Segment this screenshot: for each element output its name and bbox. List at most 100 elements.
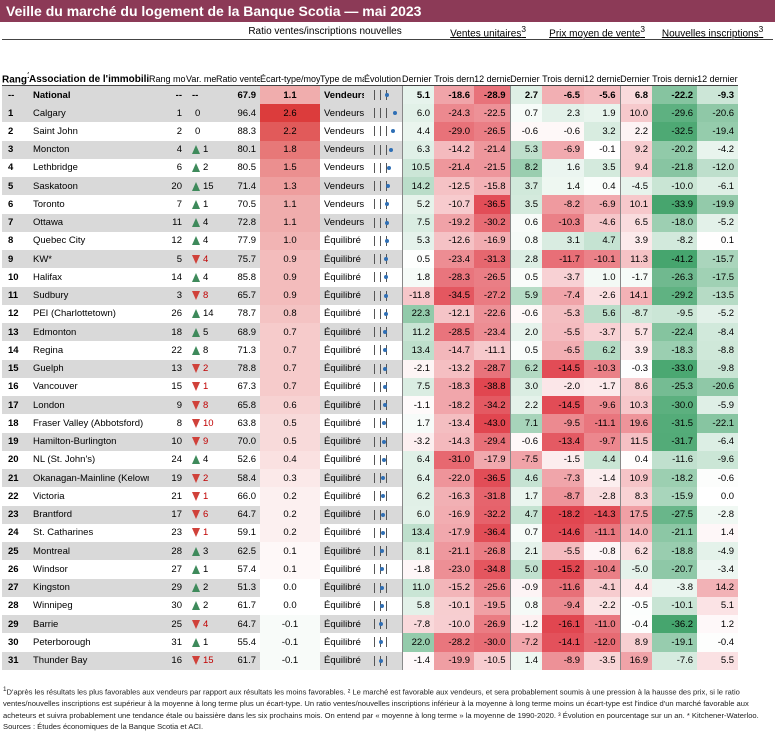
evolution-24m-cell xyxy=(364,268,402,286)
evolution-sparkline xyxy=(368,345,398,356)
monthly-change-cell: 10 xyxy=(186,414,216,432)
price-last-cell: 0.6 xyxy=(509,213,543,232)
arrow-up-icon xyxy=(192,601,200,611)
monthly-change-cell: 1 xyxy=(186,633,216,651)
listings-3m-cell: -29.2 xyxy=(652,286,698,305)
evolution-24m-cell xyxy=(364,213,402,232)
listings-last-cell: 3.9 xyxy=(619,341,653,360)
listings-12m-cell: -9.6 xyxy=(697,450,739,470)
std-dev-cell: 0.5 xyxy=(260,414,320,433)
listings-3m-cell: -7.6 xyxy=(652,651,698,670)
std-dev-cell: 1.8 xyxy=(260,140,320,159)
sales-3m-cell: -29.0 xyxy=(434,122,475,141)
col-sales-3m: Trois derniers mois xyxy=(434,39,475,87)
listings-last-cell: 11.5 xyxy=(619,432,653,451)
sales-12m-cell: -34.8 xyxy=(474,560,511,579)
association-name: St. Catharines xyxy=(33,527,94,539)
listings-12m-cell: 0.0 xyxy=(697,487,739,506)
listings-3m-cell: -10.0 xyxy=(652,177,698,196)
prev-rank-cell: 6 xyxy=(176,162,182,174)
price-12m-cell: -9.7 xyxy=(584,432,621,451)
sales-last-cell: 8.1 xyxy=(401,542,435,561)
price-12m-cell: -1.7 xyxy=(584,377,621,397)
price-12m-cell: 0.4 xyxy=(584,177,621,196)
listings-12m-cell: -6.4 xyxy=(697,432,739,451)
rank-cell: 3 xyxy=(2,140,29,159)
evolution-24m-cell xyxy=(364,104,402,123)
price-3m-cell: -6.5 xyxy=(542,85,585,105)
association-name: Kingston xyxy=(29,578,149,597)
sales-3m-cell: -14.7 xyxy=(434,341,475,360)
evolution-24m-cell xyxy=(364,323,402,342)
price-12m-cell: -4.1 xyxy=(584,578,621,597)
sales-12m-cell: -43.0 xyxy=(474,414,511,433)
listings-last-cell: 8.3 xyxy=(619,487,653,506)
price-3m-cell: -6.5 xyxy=(542,341,585,360)
price-12m-cell: -11.1 xyxy=(584,523,621,543)
ratio-cell: 88.3 xyxy=(237,125,257,137)
monthly-change-value: 2 xyxy=(203,162,209,174)
sales-12m-cell: -34.2 xyxy=(474,396,511,415)
table-row: 31 Thunder Bay 16 15 61.7 -0.1 Équilibré -1.4 -1… xyxy=(2,651,773,670)
listings-last-cell: 10.9 xyxy=(619,469,653,488)
sales-last-cell: 22.0 xyxy=(401,633,435,652)
price-last-cell: 6.2 xyxy=(509,359,543,378)
evolution-24m-cell xyxy=(364,140,402,159)
monthly-change-value: 4 xyxy=(203,271,209,283)
listings-12m-cell: -8.4 xyxy=(697,323,739,342)
monthly-change-cell: 1 xyxy=(186,140,216,159)
rank-cell: 12 xyxy=(8,308,19,320)
listings-3m-cell: -31.5 xyxy=(652,414,698,433)
listings-3m-cell: -11.6 xyxy=(652,450,698,470)
listings-last-cell: 10.3 xyxy=(619,396,653,415)
std-dev-cell: 1.1 xyxy=(260,213,320,232)
sales-last-cell: 5.8 xyxy=(401,596,435,616)
table-row: 20 NL (St. John's) 24 4 52.6 0.4 Équilibré 6.4-… xyxy=(2,450,773,470)
listings-last-cell: 6.2 xyxy=(619,542,653,561)
rank-cell: 6 xyxy=(8,198,14,210)
listings-12m-cell: 14.2 xyxy=(697,578,739,597)
listings-12m-cell: -22.1 xyxy=(697,414,739,433)
monthly-change-value: -- xyxy=(192,89,199,101)
arrow-down-icon xyxy=(192,400,200,410)
prev-rank-cell: 29 xyxy=(149,578,186,597)
evolution-sparkline xyxy=(368,582,398,593)
listings-last-cell: -1.7 xyxy=(619,268,653,287)
sales-last-cell: 1.8 xyxy=(401,268,435,287)
monthly-change-cell: 15 xyxy=(186,177,216,196)
market-type-cell: Équilibré xyxy=(320,542,364,561)
rank-cell: 1 xyxy=(2,104,29,123)
std-dev-cell: -0.1 xyxy=(260,633,320,652)
monthly-change-cell: 2 xyxy=(186,159,216,177)
std-dev-cell: 0.1 xyxy=(260,560,320,579)
association-name: Fraser Valley (Abbotsford) xyxy=(33,417,144,429)
col-listings-3m: Trois derniers mois xyxy=(652,39,698,87)
rank-cell: 15 xyxy=(2,359,29,378)
prev-rank-cell: 24 xyxy=(171,454,182,466)
evolution-sparkline xyxy=(368,327,398,338)
footnote: 1D'après les résultats les plus favorabl… xyxy=(3,686,759,732)
sales-last-cell: -1.1 xyxy=(401,396,435,415)
price-3m-cell: 1.4 xyxy=(542,177,585,196)
ratio-cell: 64.7 xyxy=(216,615,260,634)
col-rank: Rang1 xyxy=(2,39,29,87)
price-3m-cell: -10.3 xyxy=(542,213,585,232)
std-dev-cell: 0.9 xyxy=(260,286,320,305)
price-12m-cell: -12.0 xyxy=(584,633,621,652)
arrow-down-icon xyxy=(192,382,200,392)
listings-12m-cell: -9.3 xyxy=(697,85,739,105)
evolution-sparkline xyxy=(368,181,398,192)
price-last-cell: 7.1 xyxy=(509,414,543,433)
listings-3m-cell: -32.5 xyxy=(652,122,698,141)
monthly-change-cell: 1 xyxy=(186,378,216,396)
price-3m-cell: -14.5 xyxy=(542,396,585,415)
listings-3m-cell: -8.2 xyxy=(652,231,698,251)
rank-cell: 8 xyxy=(8,235,14,247)
rank-cell: 29 xyxy=(2,615,29,634)
evolution-sparkline xyxy=(368,235,398,246)
evolution-sparkline xyxy=(368,108,398,119)
price-12m-cell: -0.1 xyxy=(584,140,621,159)
price-last-cell: 8.2 xyxy=(509,158,543,178)
table-row: 24 St. Catharines 23 1 59.1 0.2 Équilibré 13.4-… xyxy=(2,523,773,543)
evolution-24m-cell xyxy=(364,615,402,634)
